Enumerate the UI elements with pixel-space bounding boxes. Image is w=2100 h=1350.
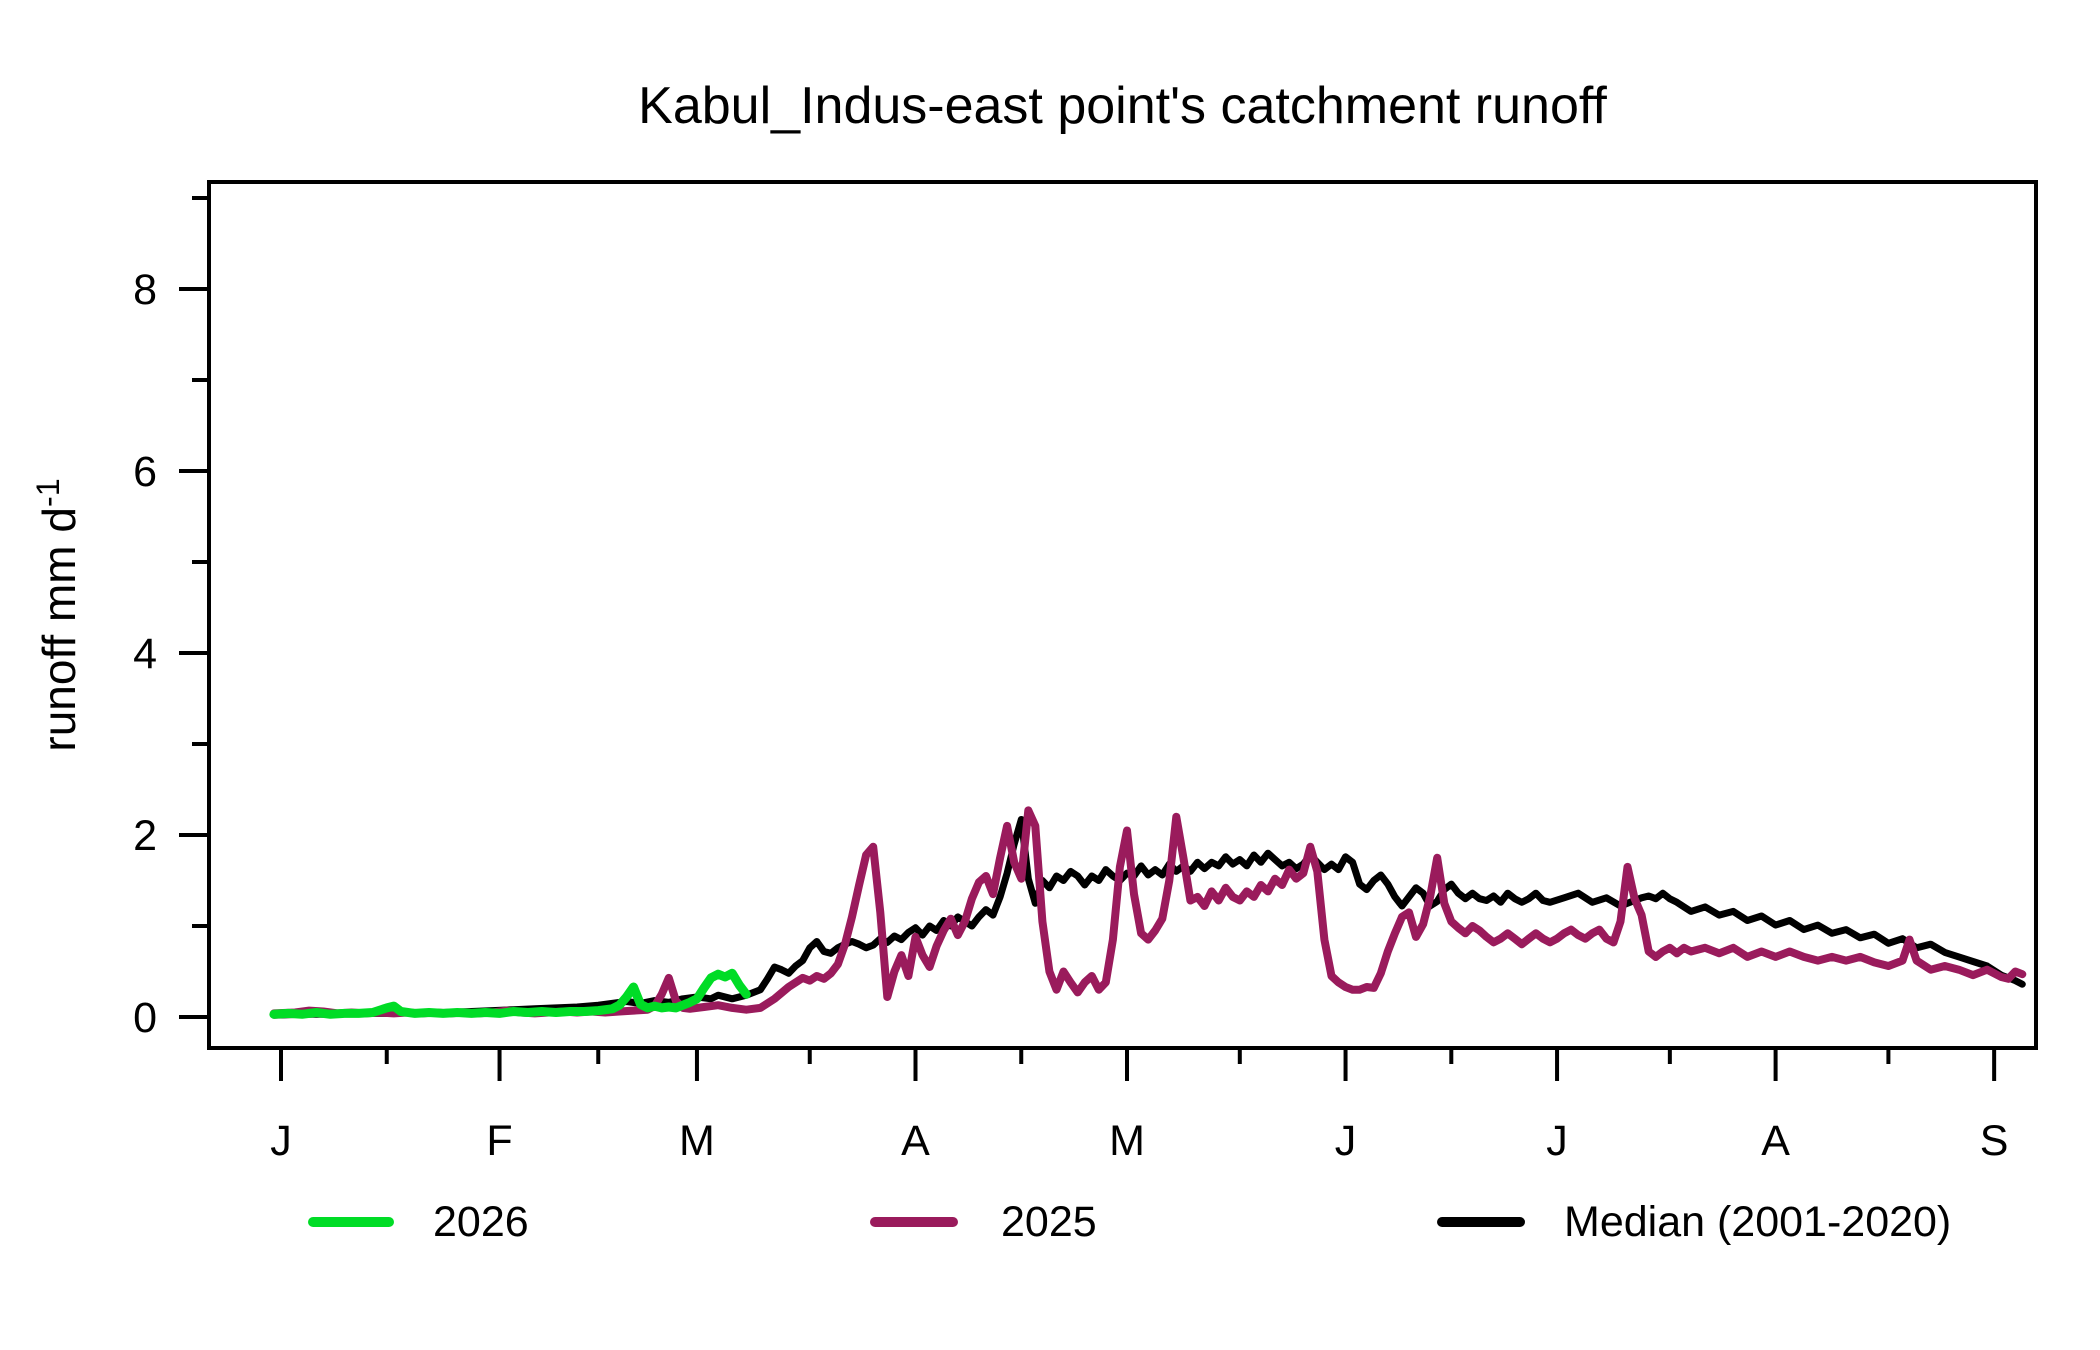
y-axis-title-exponent: -1 <box>29 478 66 508</box>
y-axis-tick-label: 4 <box>133 630 157 678</box>
x-axis-month-label: F <box>486 1117 512 1165</box>
x-axis-month-label: M <box>1109 1117 1145 1165</box>
plot-box <box>207 180 2038 1050</box>
y-axis-title: runoff mm d-1 <box>30 478 86 751</box>
y-axis-tick-label: 2 <box>133 812 157 860</box>
legend-label-2026: 2026 <box>433 1198 529 1246</box>
series-line-median-2001-2020- <box>270 816 2026 1019</box>
x-axis-month-label: J <box>1546 1117 1568 1165</box>
chart-title: Kabul_Indus-east point's catchment runof… <box>638 77 1607 135</box>
x-axis-month-label: A <box>901 1117 930 1165</box>
x-axis-month-label: J <box>270 1117 292 1165</box>
y-axis-title-text: runoff mm d <box>33 507 86 752</box>
legend-line-median <box>1437 1217 1525 1227</box>
legend-line-2025 <box>870 1217 958 1227</box>
x-axis-month-label: J <box>1335 1117 1357 1165</box>
series-line-2025 <box>269 806 2027 1018</box>
x-axis-month-label: A <box>1761 1117 1790 1165</box>
y-axis-tick-label: 8 <box>133 266 157 314</box>
x-axis-month-label: S <box>1980 1117 2009 1165</box>
y-axis-tick-label: 0 <box>133 994 157 1042</box>
legend-label-median: Median (2001-2020) <box>1564 1198 1952 1246</box>
legend-line-2026 <box>308 1217 394 1227</box>
x-axis-month-label: M <box>679 1117 715 1165</box>
y-axis-tick-label: 6 <box>133 448 157 496</box>
legend-label-2025: 2025 <box>1001 1198 1097 1246</box>
series-line-2026 <box>269 968 751 1019</box>
